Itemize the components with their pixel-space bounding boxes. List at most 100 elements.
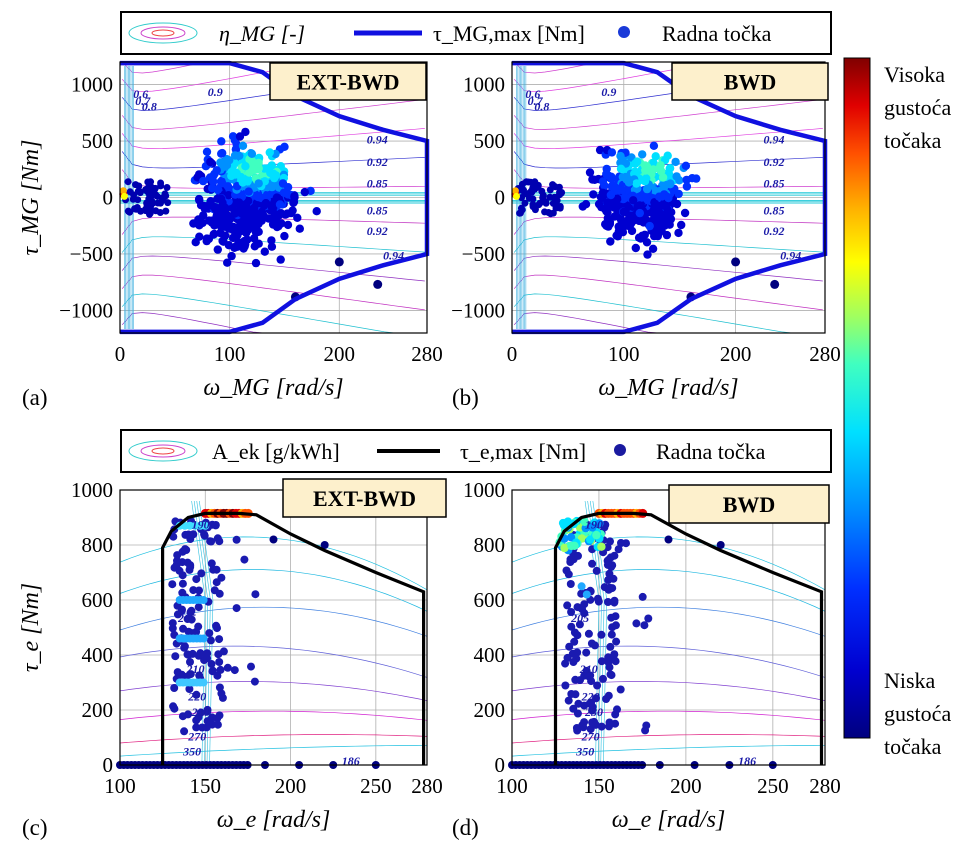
operating-point [588, 559, 597, 568]
operating-point [571, 690, 580, 699]
operating-point [648, 244, 658, 253]
operating-point [250, 203, 259, 212]
operating-point [604, 598, 612, 606]
x-tick-label: 0 [507, 342, 518, 366]
contour-label: 210 [186, 662, 205, 676]
consumption-contour [119, 606, 428, 637]
colorbar-high-label-2: gustoća [884, 95, 951, 120]
operating-point [192, 575, 201, 584]
operating-point [657, 226, 666, 235]
operating-point [588, 175, 597, 184]
operating-point [300, 187, 309, 197]
x-tick-label: 200 [324, 342, 356, 366]
operating-point [253, 165, 262, 174]
operating-point [260, 247, 269, 256]
operating-point [584, 629, 593, 638]
operating-point [654, 207, 663, 216]
operating-point [267, 182, 277, 192]
operating-point [218, 148, 227, 158]
operating-point [556, 188, 564, 196]
operating-point [649, 158, 658, 167]
operating-point [638, 592, 647, 601]
operating-point [569, 658, 578, 666]
x-tick-label: 280 [809, 774, 841, 798]
operating-point [211, 521, 220, 529]
operating-point [680, 208, 690, 218]
operating-point [173, 668, 182, 677]
mode-label-box [282, 478, 447, 518]
operating-point [216, 158, 225, 167]
operating-point [597, 630, 606, 639]
contour-labels: 0.60.70.8 0.9 0.94 0.92 0.85 0.85 0.92 0.94 [525, 85, 801, 263]
operating-point [192, 627, 201, 636]
operating-point [136, 188, 144, 196]
operating-point [243, 213, 252, 222]
panel-a: 0.60.70.8 0.9 0.94 0.92 0.85 0.85 0.92 0.94 0 100… [18, 60, 443, 410]
contour-label: 270 [581, 729, 600, 743]
operating-point [169, 532, 178, 541]
operating-point [207, 537, 216, 546]
operating-point [134, 196, 142, 204]
operating-point [666, 180, 675, 189]
operating-point [185, 685, 194, 693]
contour-label: 0.85 [367, 203, 388, 217]
operating-point [602, 164, 611, 174]
legend-mg-max-label: τ_MG,max [Nm] [433, 21, 585, 46]
y-tick-label: 0 [103, 186, 114, 210]
operating-point [147, 178, 155, 186]
operating-point [606, 642, 615, 651]
operating-point [645, 221, 654, 231]
contour-label: 0.94 [367, 132, 388, 146]
contour-label: 230 [191, 705, 210, 719]
y-tick-label: 1000 [463, 478, 505, 502]
operating-point [156, 209, 164, 216]
operating-point [215, 635, 224, 644]
operating-point [223, 211, 232, 220]
operating-point [599, 674, 607, 683]
operating-point [295, 224, 304, 233]
x-tick-label: 250 [757, 774, 789, 798]
consumption-contour [511, 710, 826, 721]
panel-letter: (a) [22, 385, 48, 410]
operating-point [171, 652, 180, 661]
operating-point [184, 627, 193, 636]
operating-point [217, 137, 226, 146]
operating-point [210, 221, 219, 230]
operating-point [651, 152, 660, 161]
operating-point [230, 151, 240, 160]
operating-point [573, 726, 582, 735]
x-axis-label: ω_e [rad/s] [217, 807, 331, 833]
consumption-contour [119, 645, 428, 678]
x-tick-label: 150 [190, 774, 222, 798]
operating-point [604, 653, 613, 662]
operating-point [567, 608, 576, 616]
operating-point [283, 220, 293, 230]
operating-point [202, 234, 212, 243]
operating-point [595, 145, 605, 155]
operating-point [206, 636, 215, 645]
x-axis-label: ω_e [rad/s] [612, 807, 726, 833]
operating-point [286, 208, 296, 218]
operating-point [178, 579, 187, 588]
y-tick-label: 500 [82, 129, 114, 153]
operating-point [604, 576, 613, 584]
operating-point [635, 208, 644, 218]
operating-point [535, 201, 543, 209]
y-tick-label: 400 [82, 643, 114, 667]
operating-point [549, 181, 557, 189]
operating-point [611, 657, 620, 666]
operating-point [254, 219, 263, 229]
operating-point [518, 180, 526, 188]
operating-point [199, 596, 208, 604]
operating-point [276, 209, 286, 218]
operating-point [605, 663, 614, 672]
y-tick-label: 1000 [71, 73, 113, 97]
operating-point [640, 230, 649, 239]
operating-point [692, 174, 701, 183]
operating-point [563, 653, 572, 662]
operating-point [194, 651, 203, 660]
colorbar-high-label-1: Visoka [884, 62, 945, 87]
operating-point [175, 566, 184, 575]
operating-point [269, 535, 278, 544]
consumption-contour [119, 569, 428, 612]
